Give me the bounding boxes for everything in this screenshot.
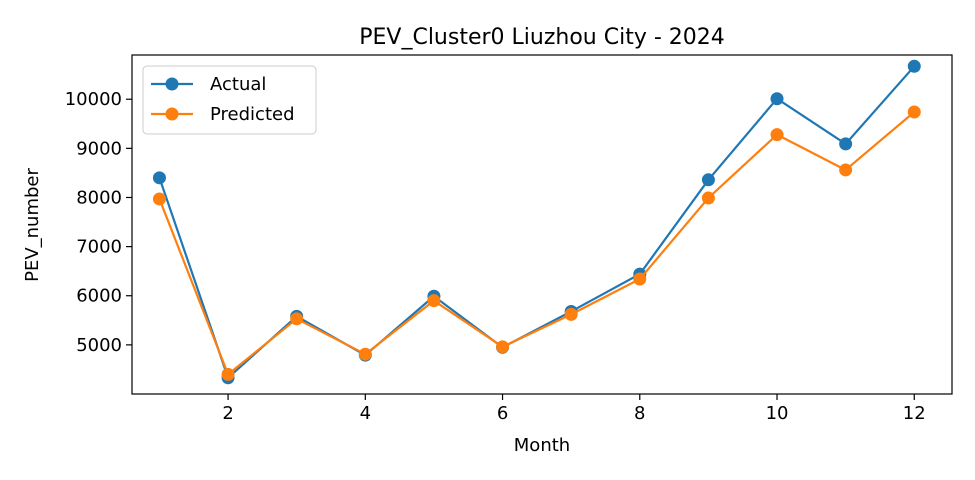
data-point-predicted bbox=[701, 191, 715, 205]
data-point-predicted bbox=[633, 272, 647, 286]
data-point-actual bbox=[907, 59, 921, 73]
legend: Actual Predicted bbox=[142, 65, 317, 135]
data-point-actual bbox=[701, 173, 715, 187]
data-point-predicted bbox=[770, 128, 784, 142]
legend-label-predicted: Predicted bbox=[210, 104, 295, 125]
y-tick-label: 10000 bbox=[65, 89, 122, 110]
data-point-predicted bbox=[907, 105, 921, 119]
plot-frame bbox=[131, 54, 953, 395]
x-axis-label: Month bbox=[514, 435, 570, 456]
x-tick-label: 6 bbox=[497, 403, 508, 424]
legend-marker-predicted bbox=[165, 107, 179, 121]
data-point-predicted bbox=[290, 312, 304, 326]
data-point-predicted bbox=[427, 294, 441, 308]
y-axis-label: PEV_number bbox=[22, 168, 43, 282]
x-tick-label: 4 bbox=[360, 403, 371, 424]
data-point-actual bbox=[770, 92, 784, 106]
data-point-predicted bbox=[152, 192, 166, 206]
x-tick-label: 2 bbox=[222, 403, 233, 424]
series-line-actual bbox=[158, 65, 916, 379]
y-tick-label: 9000 bbox=[76, 138, 122, 159]
legend-marker-actual bbox=[165, 77, 179, 91]
x-tick-label: 10 bbox=[766, 403, 789, 424]
x-tick-label: 12 bbox=[903, 403, 926, 424]
data-point-predicted bbox=[496, 340, 510, 354]
data-point-predicted bbox=[358, 347, 372, 361]
chart-title: PEV_Cluster0 Liuzhou City - 2024 bbox=[359, 25, 725, 50]
data-point-predicted bbox=[221, 367, 235, 381]
y-tick-label: 5000 bbox=[76, 335, 122, 356]
data-point-predicted bbox=[839, 163, 853, 177]
y-tick-label: 6000 bbox=[76, 286, 122, 307]
data-point-predicted bbox=[564, 307, 578, 321]
data-point-actual bbox=[152, 171, 166, 185]
y-tick-label: 7000 bbox=[76, 237, 122, 258]
x-tick-label: 8 bbox=[634, 403, 645, 424]
series-line-predicted bbox=[158, 111, 915, 376]
y-tick-label: 8000 bbox=[76, 187, 122, 208]
legend-label-actual: Actual bbox=[210, 74, 266, 95]
data-point-actual bbox=[839, 137, 853, 151]
